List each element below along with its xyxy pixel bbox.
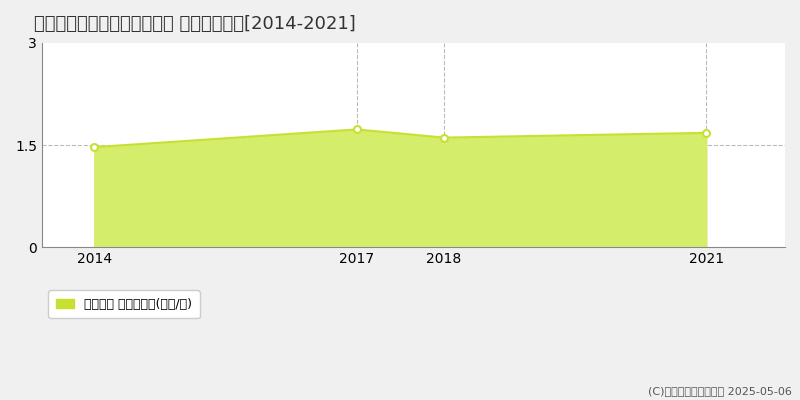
Text: 小矢部市フロンティアパーク 土地価格推移[2014-2021]: 小矢部市フロンティアパーク 土地価格推移[2014-2021] xyxy=(34,15,356,33)
Text: (C)土地価格ドットコム 2025-05-06: (C)土地価格ドットコム 2025-05-06 xyxy=(648,386,792,396)
Legend: 土地価格 平均坪単価(万円/坪): 土地価格 平均坪単価(万円/坪) xyxy=(48,290,200,318)
